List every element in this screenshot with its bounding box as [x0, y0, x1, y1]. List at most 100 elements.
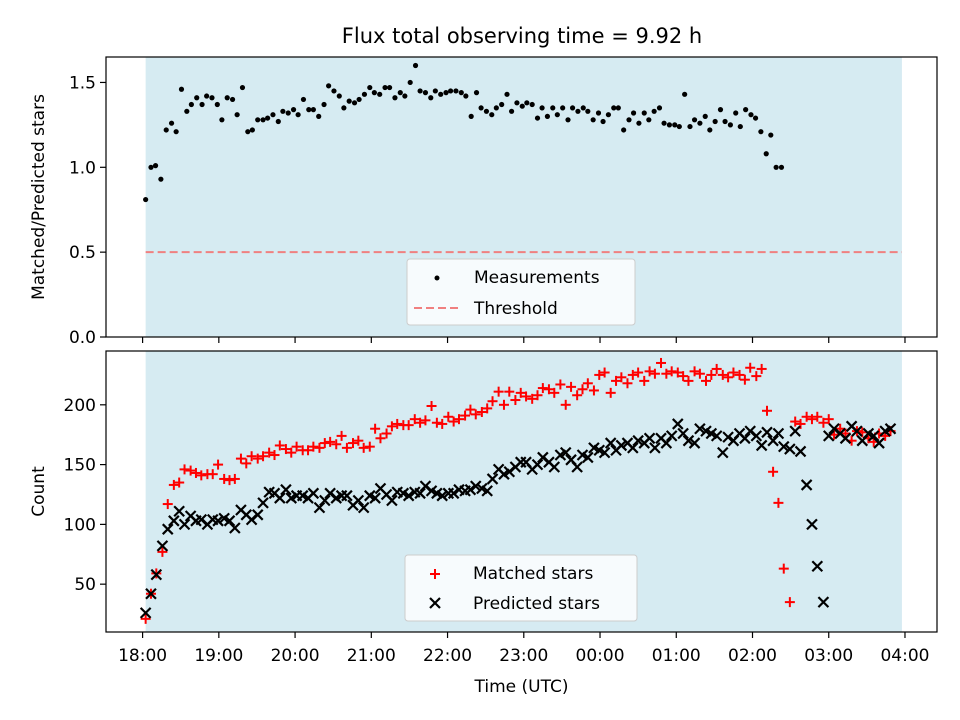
measurement-point	[646, 117, 652, 123]
measurement-point	[310, 107, 316, 113]
predicted-star-point	[643, 432, 656, 445]
predicted-star-point-b	[145, 587, 157, 600]
predicted-star-point	[867, 430, 880, 442]
matched-star-point	[773, 497, 784, 508]
predicted-star-point	[761, 426, 773, 439]
matched-star-point	[224, 475, 235, 486]
measurement-point	[758, 129, 764, 135]
x-tick-label: 02:00	[728, 646, 777, 666]
predicted-star-point-b	[851, 425, 863, 437]
predicted-star-point-b	[811, 560, 824, 573]
predicted-star-point-b	[700, 425, 712, 437]
measurement-point	[630, 110, 637, 116]
measurement-point	[152, 163, 159, 169]
measurement-point	[178, 86, 185, 92]
measurement-point	[168, 120, 175, 126]
matched-star-point	[314, 442, 325, 453]
predicted-star-point-b	[677, 427, 689, 440]
predicted-star-point	[251, 509, 264, 521]
predicted-star-point-b	[391, 486, 404, 498]
matched-star-point	[588, 385, 599, 396]
measurement-point	[321, 101, 327, 108]
matched-star-point	[269, 450, 280, 461]
measurement-point	[443, 90, 449, 96]
matched-star-point	[325, 436, 336, 447]
measurement-point	[712, 118, 718, 125]
measurement-point	[432, 88, 438, 94]
predicted-star-point-b	[862, 427, 875, 440]
measurement-point	[397, 90, 403, 96]
bot-y-tick-label: 50	[74, 575, 96, 595]
matched-star-point	[403, 420, 414, 431]
predicted-star-point-b	[263, 486, 275, 498]
matched-star-point	[179, 464, 190, 475]
predicted-star-point-b	[548, 461, 561, 473]
count-panel: 50 100 150 200 18:00 19:00 20:00 21:00 22:00 23:…	[29, 350, 938, 697]
predicted-star-point-b	[431, 487, 443, 500]
measurement-point	[656, 105, 663, 111]
measurement-point	[407, 79, 413, 86]
measurement-point	[387, 84, 393, 91]
matched-star-point	[375, 433, 386, 444]
predicted-star-point-b	[755, 439, 768, 452]
matched-star-point	[706, 369, 717, 380]
matched-star-point	[784, 597, 795, 608]
matched-star-point	[599, 367, 610, 378]
predicted-star-point	[739, 432, 751, 445]
measurement-point	[737, 123, 743, 130]
measurement-point	[682, 91, 688, 97]
matched-star-point	[213, 459, 224, 470]
measurement-point	[295, 112, 301, 118]
measurement-point	[752, 115, 759, 121]
measurement-point	[550, 105, 556, 111]
matched-star-point	[566, 381, 577, 392]
measurement-point	[514, 100, 520, 106]
predicted-star-point	[548, 461, 561, 473]
matched-star-point	[633, 367, 644, 378]
matched-star-point	[482, 403, 493, 414]
predicted-star-point-b	[655, 432, 667, 445]
predicted-star-point-b	[296, 489, 309, 502]
measurement-point	[163, 127, 169, 133]
predicted-star-point	[839, 432, 852, 445]
matched-star-point	[666, 366, 677, 377]
matched-legend-marker	[430, 569, 440, 579]
matched-star-point	[683, 375, 694, 386]
predicted-star-point-b	[223, 515, 236, 527]
measurement-point	[249, 127, 255, 133]
predicted-star-point-b	[884, 422, 897, 435]
x-tick-label: 04:00	[880, 646, 929, 666]
measurement-point	[148, 164, 154, 170]
matched-star-point	[274, 440, 285, 451]
predicted-star-point	[665, 430, 678, 442]
predicted-star-point-b	[447, 487, 460, 500]
measurement-point	[651, 108, 657, 114]
predicted-star-point	[571, 461, 583, 473]
predicted-star-point	[649, 442, 661, 454]
matched-star-point	[778, 563, 789, 574]
predicted-star-point	[873, 437, 885, 449]
predicted-star-point-b	[565, 454, 577, 466]
matched-star-point	[470, 409, 481, 420]
matched-star-point	[487, 396, 498, 407]
measurement-point	[184, 108, 190, 114]
top-y-tick-label: 1.0	[69, 158, 96, 178]
predicted-star-point-b	[761, 426, 773, 439]
predicted-star-point	[806, 518, 818, 531]
predicted-star-point-b	[168, 515, 180, 527]
predicted-star-point-b	[492, 463, 505, 476]
predicted-star-point	[369, 492, 381, 504]
predicted-star-point	[582, 451, 594, 464]
predicted-star-point-b	[593, 444, 606, 457]
measurement-point	[402, 93, 408, 99]
predicted-star-point-b	[632, 434, 644, 447]
matched-star-point	[823, 414, 834, 425]
predicted-star-point-b	[486, 473, 499, 485]
matched-star-point	[751, 371, 762, 382]
measurement-point	[224, 95, 230, 101]
predicted-star-point-b	[694, 422, 706, 435]
matched-star-point	[303, 445, 314, 456]
predicted-legend-glyph-b	[429, 597, 441, 609]
predicted-star-point	[386, 494, 398, 507]
measurement-point	[214, 101, 220, 108]
